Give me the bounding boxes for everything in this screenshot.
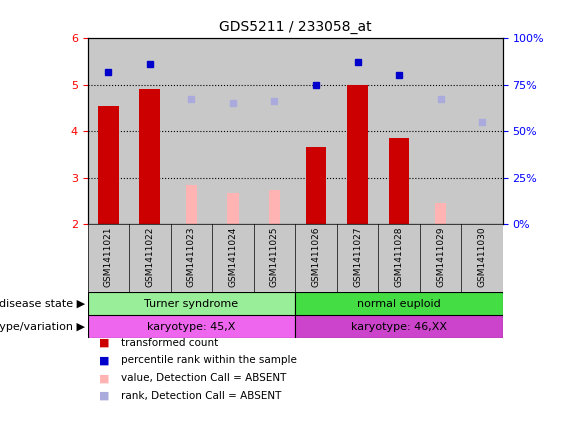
Text: GSM1411028: GSM1411028: [394, 226, 403, 287]
Bar: [347, 85, 368, 224]
Bar: [295, 38, 337, 224]
Text: ■: ■: [99, 338, 110, 348]
Bar: [171, 38, 212, 224]
Text: karyotype: 45,X: karyotype: 45,X: [147, 322, 236, 332]
Text: GSM1411024: GSM1411024: [228, 226, 237, 287]
Text: GSM1411030: GSM1411030: [477, 226, 486, 287]
Bar: [379, 224, 420, 292]
Bar: [389, 138, 410, 224]
Text: rank, Detection Call = ABSENT: rank, Detection Call = ABSENT: [121, 391, 282, 401]
Bar: [88, 38, 129, 224]
Text: ■: ■: [99, 355, 110, 365]
Bar: [129, 38, 171, 224]
Title: GDS5211 / 233058_at: GDS5211 / 233058_at: [219, 20, 372, 34]
Text: normal euploid: normal euploid: [357, 299, 441, 308]
Bar: [140, 89, 160, 224]
Text: percentile rank within the sample: percentile rank within the sample: [121, 355, 297, 365]
Bar: [295, 292, 503, 315]
Bar: [379, 38, 420, 224]
Bar: [337, 38, 379, 224]
Text: value, Detection Call = ABSENT: value, Detection Call = ABSENT: [121, 373, 287, 383]
Text: ■: ■: [99, 373, 110, 383]
Bar: [420, 38, 462, 224]
Bar: [462, 38, 503, 224]
Text: GSM1411026: GSM1411026: [311, 226, 320, 287]
Bar: [269, 190, 280, 224]
Bar: [295, 315, 503, 338]
Text: GSM1411027: GSM1411027: [353, 226, 362, 287]
Bar: [337, 224, 379, 292]
Text: GSM1411029: GSM1411029: [436, 226, 445, 287]
Text: ■: ■: [99, 391, 110, 401]
Text: GSM1411022: GSM1411022: [145, 226, 154, 287]
Text: karyotype: 46,XX: karyotype: 46,XX: [351, 322, 447, 332]
Bar: [435, 203, 446, 224]
Bar: [306, 148, 327, 224]
Bar: [88, 292, 295, 315]
Bar: [254, 38, 295, 224]
Text: GSM1411025: GSM1411025: [270, 226, 279, 287]
Text: transformed count: transformed count: [121, 338, 219, 348]
Bar: [212, 224, 254, 292]
Bar: [88, 224, 129, 292]
Bar: [295, 224, 337, 292]
Bar: [462, 224, 503, 292]
Bar: [88, 315, 295, 338]
Bar: [171, 224, 212, 292]
Bar: [129, 224, 171, 292]
Bar: [98, 106, 119, 224]
Bar: [420, 224, 461, 292]
Text: GSM1411023: GSM1411023: [187, 226, 196, 287]
Bar: [212, 38, 254, 224]
Bar: [186, 185, 197, 224]
Text: disease state ▶: disease state ▶: [0, 299, 85, 308]
Text: genotype/variation ▶: genotype/variation ▶: [0, 322, 85, 332]
Text: Turner syndrome: Turner syndrome: [144, 299, 238, 308]
Text: GSM1411021: GSM1411021: [104, 226, 113, 287]
Bar: [227, 192, 238, 224]
Bar: [254, 224, 295, 292]
